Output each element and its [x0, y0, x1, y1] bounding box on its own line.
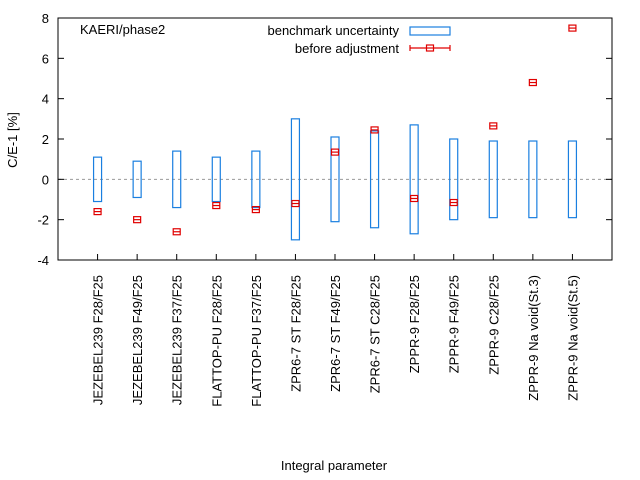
legend-swatch-point [409, 44, 451, 52]
y-tick-label: 4 [42, 92, 49, 107]
y-tick-label: 6 [42, 51, 49, 66]
chart-title: KAERI/phase2 [80, 22, 165, 37]
uncertainty-box [369, 130, 380, 229]
x-tick-label: ZPR6-7 ST F28/F25 [288, 275, 303, 392]
y-tick-label: 0 [42, 172, 49, 187]
data-point [212, 201, 221, 210]
y-axis-label: C/E-1 [%] [5, 112, 20, 168]
data-point [449, 198, 458, 207]
x-tick-label: ZPPR-9 F49/F25 [447, 275, 462, 373]
y-tick-label: -4 [37, 253, 49, 268]
legend: benchmark uncertainty before adjustment [267, 23, 451, 56]
uncertainty-box [449, 138, 459, 221]
uncertainty-box [528, 140, 538, 219]
uncertainty-box [330, 136, 340, 223]
x-tick-label: ZPR6-7 ST F49/F25 [328, 275, 343, 392]
data-point [133, 216, 142, 224]
uncertainty-box [211, 156, 221, 203]
uncertainty-box [92, 156, 103, 203]
x-tick-label: ZPR6-7 ST C28/F25 [368, 275, 383, 393]
legend-label-before-adjustment: before adjustment [295, 41, 399, 56]
legend-swatch-box [409, 26, 451, 36]
data-point [93, 208, 102, 216]
x-tick-label: ZPPR-9 Na void(St.5) [565, 275, 580, 401]
data-point [410, 194, 419, 203]
legend-label-benchmark-uncertainty: benchmark uncertainty [267, 23, 399, 38]
uncertainty-box [488, 140, 498, 219]
uncertainty-box [290, 118, 301, 241]
y-tick-label: -2 [37, 213, 49, 228]
x-tick-label: ZPPR-9 C28/F25 [486, 275, 501, 375]
y-tick-label: 2 [42, 132, 49, 147]
x-axis-label: Integral parameter [281, 458, 388, 473]
data-point [251, 205, 260, 214]
data-point [172, 228, 181, 236]
data-point [291, 199, 300, 208]
data-point [330, 148, 340, 156]
x-tick-label: JEZEBEL239 F28/F25 [91, 275, 106, 405]
uncertainty-box [409, 124, 419, 235]
x-tick-label: FLATTOP-PU F37/F25 [249, 275, 264, 407]
data-point [489, 122, 498, 130]
x-tick-label: ZPPR-9 F28/F25 [407, 275, 422, 373]
data-point [370, 126, 379, 134]
x-tick-label: JEZEBEL239 F49/F25 [130, 275, 145, 405]
uncertainty-box [172, 150, 182, 209]
y-tick-label: 8 [42, 11, 49, 26]
x-tick-label: FLATTOP-PU F28/F25 [209, 275, 224, 407]
uncertainty-box [567, 140, 578, 219]
data-point [568, 24, 577, 32]
x-tick-label: JEZEBEL239 F37/F25 [170, 275, 185, 405]
uncertainty-box [132, 160, 142, 199]
uncertainty-box [251, 150, 261, 209]
legend-point-marker [425, 44, 435, 52]
x-tick-label: ZPPR-9 Na void(St.3) [526, 275, 541, 401]
data-point [528, 78, 537, 87]
